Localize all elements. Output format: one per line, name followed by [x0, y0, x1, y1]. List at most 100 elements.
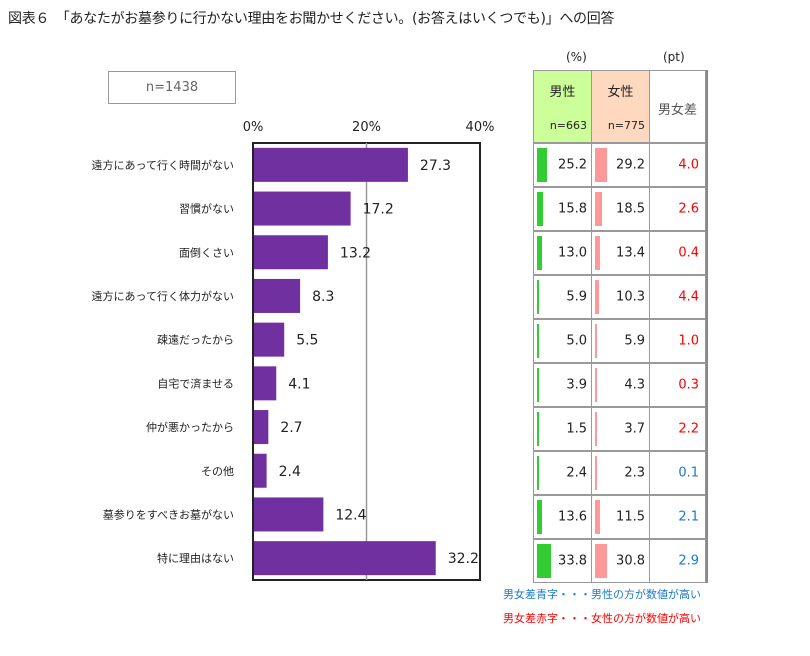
diff-cell: 2.9 — [649, 539, 706, 583]
male-value: 5.9 — [566, 289, 587, 305]
diff-value: 2.6 — [678, 201, 699, 217]
female-bar — [595, 368, 597, 402]
sample-size-box: n=1438 — [108, 71, 236, 104]
female-bar — [595, 456, 597, 490]
male-bar — [537, 500, 543, 534]
male-value: 33.8 — [558, 553, 587, 569]
female-cell: 13.4 — [591, 231, 650, 275]
female-value: 29.2 — [616, 157, 645, 173]
male-cell: 5.0 — [533, 319, 592, 363]
diff-value: 2.1 — [678, 509, 699, 525]
female-value: 18.5 — [616, 201, 645, 217]
female-bar — [595, 544, 608, 578]
sample-size-label: n=1438 — [145, 80, 199, 95]
diff-cell: 4.4 — [649, 275, 706, 319]
diff-cell: 1.0 — [649, 319, 706, 363]
diff-value: 0.1 — [678, 465, 699, 481]
male-cell: 2.4 — [533, 451, 592, 495]
female-cell: 4.3 — [591, 363, 650, 407]
female-cell: 10.3 — [591, 275, 650, 319]
diff-value: 1.0 — [678, 333, 699, 349]
female-bar — [595, 192, 603, 226]
diff-header-label: 男女差 — [657, 103, 697, 118]
female-bar — [595, 412, 597, 446]
male-bar — [537, 236, 543, 270]
note-blue: 男女差青字・・・男性の方が数値が高い — [503, 588, 701, 601]
category-label: 遠方にあって行く体力がない — [92, 289, 234, 303]
female-value: 13.4 — [616, 245, 645, 261]
male-bar — [537, 324, 539, 358]
male-bar — [537, 280, 540, 314]
bar — [253, 322, 285, 357]
female-bar — [595, 280, 600, 314]
male-cell: 25.2 — [533, 143, 592, 187]
x-tick-label: 20% — [352, 120, 381, 135]
bar — [253, 410, 269, 445]
category-label: 仲が悪かったから — [146, 420, 234, 434]
data-label: 4.1 — [288, 376, 310, 392]
male-bar — [537, 544, 551, 578]
diff-cell: 4.0 — [649, 143, 706, 187]
female-cell: 5.9 — [591, 319, 650, 363]
female-value: 3.7 — [624, 421, 645, 437]
unit-points: (pt) — [663, 50, 685, 64]
diff-value: 0.4 — [678, 245, 699, 261]
female-cell: 11.5 — [591, 495, 650, 539]
female-cell: 30.8 — [591, 539, 650, 583]
male-bar — [537, 192, 544, 226]
male-bar — [537, 148, 548, 182]
figure-title: 図表６ 「あなたがお墓参りに行かない理由をお聞かせください。(お答えはいくつでも… — [8, 11, 615, 27]
category-label: 自宅で済ませる — [157, 376, 234, 390]
x-tick-label: 0% — [243, 120, 264, 135]
male-cell: 13.0 — [533, 231, 592, 275]
female-bar — [595, 236, 601, 270]
data-label: 32.2 — [448, 551, 479, 567]
male-cell: 3.9 — [533, 363, 592, 407]
category-label: 習慣がない — [179, 202, 234, 216]
diff-cell: 2.6 — [649, 187, 706, 231]
category-label: その他 — [201, 465, 234, 478]
male-cell: 33.8 — [533, 539, 592, 583]
bar — [253, 541, 436, 576]
female-value: 5.9 — [624, 333, 645, 349]
bar — [253, 278, 301, 313]
female-cell: 18.5 — [591, 187, 650, 231]
diff-cell: 0.4 — [649, 231, 706, 275]
diff-cell: 2.1 — [649, 495, 706, 539]
male-value: 3.9 — [566, 377, 587, 393]
male-header: 男性 n=663 — [533, 70, 592, 143]
male-bar — [537, 368, 539, 402]
bar — [253, 147, 408, 182]
male-header-label: 男性 — [549, 85, 576, 100]
bar — [253, 453, 267, 488]
data-label: 27.3 — [420, 158, 451, 174]
data-label: 2.7 — [280, 420, 302, 436]
bar — [253, 191, 351, 226]
x-tick-label: 40% — [466, 120, 495, 135]
male-value: 25.2 — [558, 157, 587, 173]
male-value: 13.0 — [558, 245, 587, 261]
diff-cell: 0.3 — [649, 363, 706, 407]
female-sample-size: n=775 — [607, 119, 645, 132]
male-cell: 13.6 — [533, 495, 592, 539]
female-value: 11.5 — [616, 509, 645, 525]
male-sample-size: n=663 — [549, 119, 587, 132]
data-label: 13.2 — [340, 245, 371, 261]
female-header-label: 女性 — [607, 85, 634, 100]
female-cell: 3.7 — [591, 407, 650, 451]
female-value: 2.3 — [624, 465, 645, 481]
female-value: 4.3 — [624, 377, 645, 393]
category-label: 疎遠だったから — [157, 334, 234, 347]
data-label: 12.4 — [335, 507, 366, 523]
data-label: 2.4 — [279, 464, 301, 480]
diff-cell: 2.2 — [649, 407, 706, 451]
female-cell: 29.2 — [591, 143, 650, 187]
male-cell: 5.9 — [533, 275, 592, 319]
male-value: 15.8 — [558, 201, 587, 217]
male-cell: 15.8 — [533, 187, 592, 231]
diff-value: 4.0 — [678, 157, 699, 173]
diff-value: 2.9 — [678, 553, 699, 569]
female-bar — [595, 324, 598, 358]
category-label: 面倒くさい — [179, 246, 234, 259]
